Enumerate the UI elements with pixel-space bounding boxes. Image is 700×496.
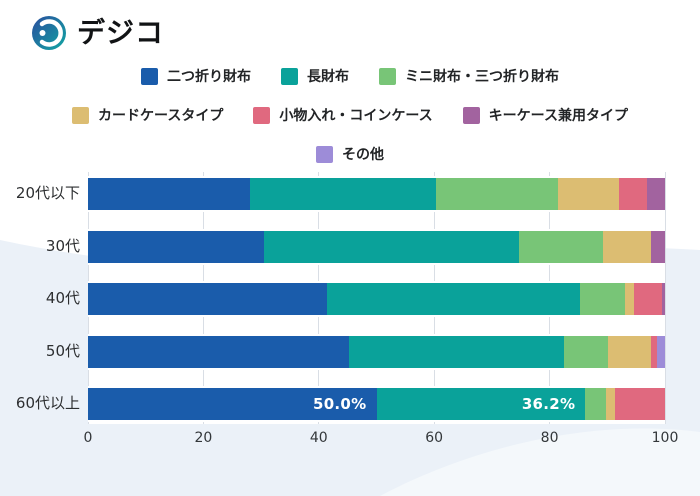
category-label: 30代: [45, 236, 80, 255]
bar-segment: [250, 178, 436, 210]
bar-segment: [619, 178, 648, 210]
legend-item: ミニ財布・三つ折り財布: [379, 66, 559, 86]
bar-segment: [602, 230, 651, 263]
legend-label: その他: [342, 147, 384, 163]
bar-segment: [607, 335, 651, 368]
bar-segment: [88, 335, 349, 368]
bar-row: [88, 281, 665, 317]
legend-item: 長財布: [281, 66, 349, 86]
x-axis-tick-label: 0: [83, 430, 93, 446]
bar-segment: [326, 283, 580, 315]
bar-segment: [650, 335, 658, 368]
bar-row: [88, 333, 665, 370]
x-axis-tick-label: 60: [425, 430, 444, 446]
bar-segment: [605, 388, 616, 420]
legend-label: カードケースタイプ: [98, 108, 224, 124]
legend-swatch: [462, 106, 480, 124]
category-label: 20代以下: [15, 184, 80, 202]
bar-segment: 36.2%: [376, 388, 586, 420]
legend-item: その他: [316, 144, 384, 164]
legend-item: 二つ折り財布: [141, 66, 251, 86]
gridline: [664, 172, 666, 424]
bar-segment: [558, 178, 620, 210]
legend-item: 小物入れ・コインケース: [253, 105, 433, 125]
bar-row: [88, 228, 665, 265]
bar-segment: [435, 178, 559, 210]
bar-segment: [657, 335, 665, 368]
legend-swatch: [72, 106, 90, 124]
x-axis-tick-label: 40: [309, 430, 328, 446]
bar-segment: [88, 178, 251, 210]
category-label: 50代: [45, 341, 80, 360]
legend-label: 長財布: [307, 69, 349, 85]
stacked-bar-chart: 50.0% 36.2% 20代以下 30代 40代 50代 60代以上 0 20 40 60 80…: [0, 172, 700, 462]
bar-segment: [661, 283, 665, 315]
legend-swatch: [379, 67, 396, 85]
bar-segment: [88, 230, 264, 263]
data-label: 36.2%: [521, 395, 576, 413]
category-label: 40代: [45, 289, 80, 307]
legend-swatch: [316, 145, 333, 163]
bar-segment: [634, 283, 662, 315]
bar-segment: [647, 178, 665, 210]
bar-row: [88, 176, 665, 212]
legend-label: ミニ財布・三つ折り財布: [405, 69, 559, 85]
legend-label: キーケース兼用タイプ: [488, 108, 628, 124]
bar-segment: 50.0%: [88, 388, 377, 420]
legend-label: 二つ折り財布: [167, 69, 251, 85]
chart-legend: 二つ折り財布 長財布 ミニ財布・三つ折り財布カードケースタイプ 小物入れ・コインケース…: [0, 64, 700, 181]
legend-swatch: [281, 67, 298, 85]
bar-segment: [650, 230, 665, 263]
legend-row: その他: [0, 142, 700, 166]
bar-row: 50.0% 36.2%: [88, 386, 665, 422]
x-axis-tick-label: 100: [651, 430, 679, 446]
legend-swatch: [253, 106, 271, 124]
legend-row: 二つ折り財布 長財布 ミニ財布・三つ折り財布: [0, 64, 700, 88]
bar-segment: [585, 388, 606, 420]
digico-logo-text: デジコ: [77, 16, 165, 49]
legend-swatch: [141, 67, 158, 85]
legend-item: キーケース兼用タイプ: [462, 105, 628, 125]
bar-segment: [263, 230, 520, 263]
bar-segment: [564, 335, 608, 368]
plot-area: 50.0% 36.2%: [87, 172, 666, 424]
legend-row: カードケースタイプ 小物入れ・コインケース キーケース兼用タイプ: [0, 103, 700, 127]
digico-logo: デジコ: [30, 14, 164, 52]
data-label: 50.0%: [312, 395, 367, 413]
x-axis-tick-label: 80: [540, 430, 559, 446]
legend-label: 小物入れ・コインケース: [279, 108, 433, 124]
digico-logo-icon: [32, 16, 66, 50]
category-label: 60代以上: [15, 394, 80, 412]
x-axis-tick-label: 20: [194, 430, 213, 446]
bar-segment: [348, 335, 565, 368]
bar-segment: [519, 230, 603, 263]
legend-item: カードケースタイプ: [72, 105, 223, 125]
bar-segment: [579, 283, 625, 315]
bar-segment: [88, 283, 327, 315]
bar-segment: [624, 283, 635, 315]
bar-segment: [615, 388, 665, 420]
